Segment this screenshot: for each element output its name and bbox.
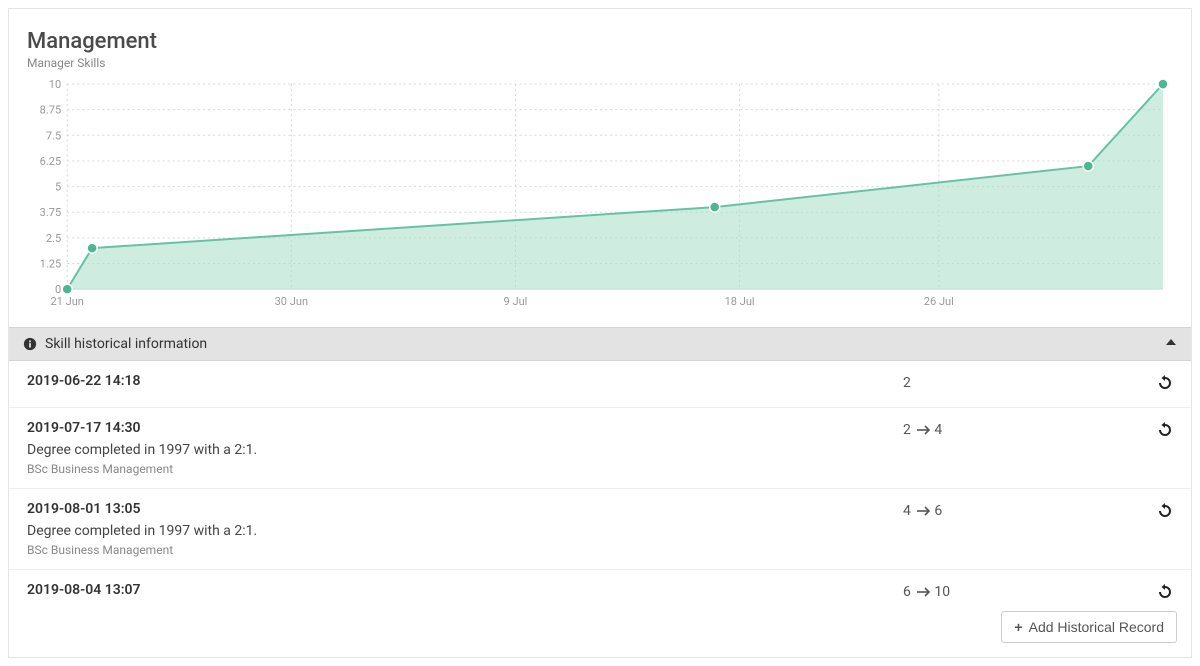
arrow-right-icon <box>916 423 932 439</box>
card-header: Management Manager Skills <box>9 9 1191 70</box>
history-subdescription: BSc Business Management <box>27 543 893 557</box>
revert-icon[interactable] <box>1157 375 1173 391</box>
history-timestamp: 2019-08-01 13:05 <box>27 501 893 517</box>
historical-list: 2019-06-22 14:18 2 2019-07-17 14:30 Degree … <box>9 361 1191 601</box>
history-row: 2019-06-22 14:18 2 <box>9 361 1191 408</box>
svg-text:9 Jul: 9 Jul <box>504 295 528 308</box>
info-icon <box>23 337 37 351</box>
chart-container: 0 1.25 2.5 3.75 5 6.25 7.5 8.75 10 21 Jun 30 Jun 9 … <box>9 70 1191 327</box>
svg-text:6.25: 6.25 <box>40 155 62 168</box>
svg-text:30 Jun: 30 Jun <box>275 295 308 308</box>
arrow-right-icon <box>916 504 932 520</box>
history-timestamp: 2019-07-17 14:30 <box>27 420 893 436</box>
historical-section-header[interactable]: Skill historical information <box>9 327 1191 361</box>
svg-text:5: 5 <box>55 181 61 194</box>
collapse-icon[interactable] <box>1165 336 1177 352</box>
svg-text:21 Jun: 21 Jun <box>50 295 83 308</box>
history-timestamp: 2019-08-04 13:07 <box>27 582 893 598</box>
plus-icon: + <box>1014 619 1022 635</box>
svg-text:18 Jul: 18 Jul <box>725 295 755 308</box>
history-row: 2019-07-17 14:30 Degree completed in 1997… <box>9 408 1191 489</box>
history-description: Degree completed in 1997 with a 2:1. <box>27 523 893 539</box>
historical-section-title: Skill historical information <box>45 336 207 352</box>
history-row: 2019-08-04 13:07 6 10 <box>9 570 1191 601</box>
svg-text:0: 0 <box>55 283 61 296</box>
svg-text:8.75: 8.75 <box>40 104 62 117</box>
skill-card: Management Manager Skills 0 1.25 2.5 3.75 5 6… <box>8 8 1192 658</box>
history-value: 2 <box>903 373 1103 391</box>
add-button-label: Add Historical Record <box>1029 619 1164 635</box>
revert-icon[interactable] <box>1157 584 1173 600</box>
svg-text:1.25: 1.25 <box>40 257 62 270</box>
svg-text:26 Jul: 26 Jul <box>924 295 954 308</box>
history-timestamp: 2019-06-22 14:18 <box>27 373 893 389</box>
revert-icon[interactable] <box>1157 422 1173 438</box>
revert-icon[interactable] <box>1157 503 1173 519</box>
history-value: 4 6 <box>903 501 1103 519</box>
page-subtitle: Manager Skills <box>27 56 1173 70</box>
svg-text:2.5: 2.5 <box>46 232 61 245</box>
history-row: 2019-08-01 13:05 Degree completed in 1997… <box>9 489 1191 570</box>
add-historical-record-button[interactable]: + Add Historical Record <box>1001 611 1177 643</box>
skill-chart: 0 1.25 2.5 3.75 5 6.25 7.5 8.75 10 21 Jun 30 Jun 9 … <box>27 76 1173 317</box>
footer-bar: + Add Historical Record <box>9 601 1191 657</box>
history-value: 2 4 <box>903 420 1103 438</box>
history-subdescription: BSc Business Management <box>27 462 893 476</box>
svg-text:10: 10 <box>49 78 61 91</box>
svg-text:3.75: 3.75 <box>40 206 62 219</box>
history-description: Degree completed in 1997 with a 2:1. <box>27 442 893 458</box>
arrow-right-icon <box>916 585 932 601</box>
page-title: Management <box>27 29 1173 54</box>
history-value: 6 10 <box>903 582 1103 600</box>
svg-text:7.5: 7.5 <box>46 129 61 142</box>
